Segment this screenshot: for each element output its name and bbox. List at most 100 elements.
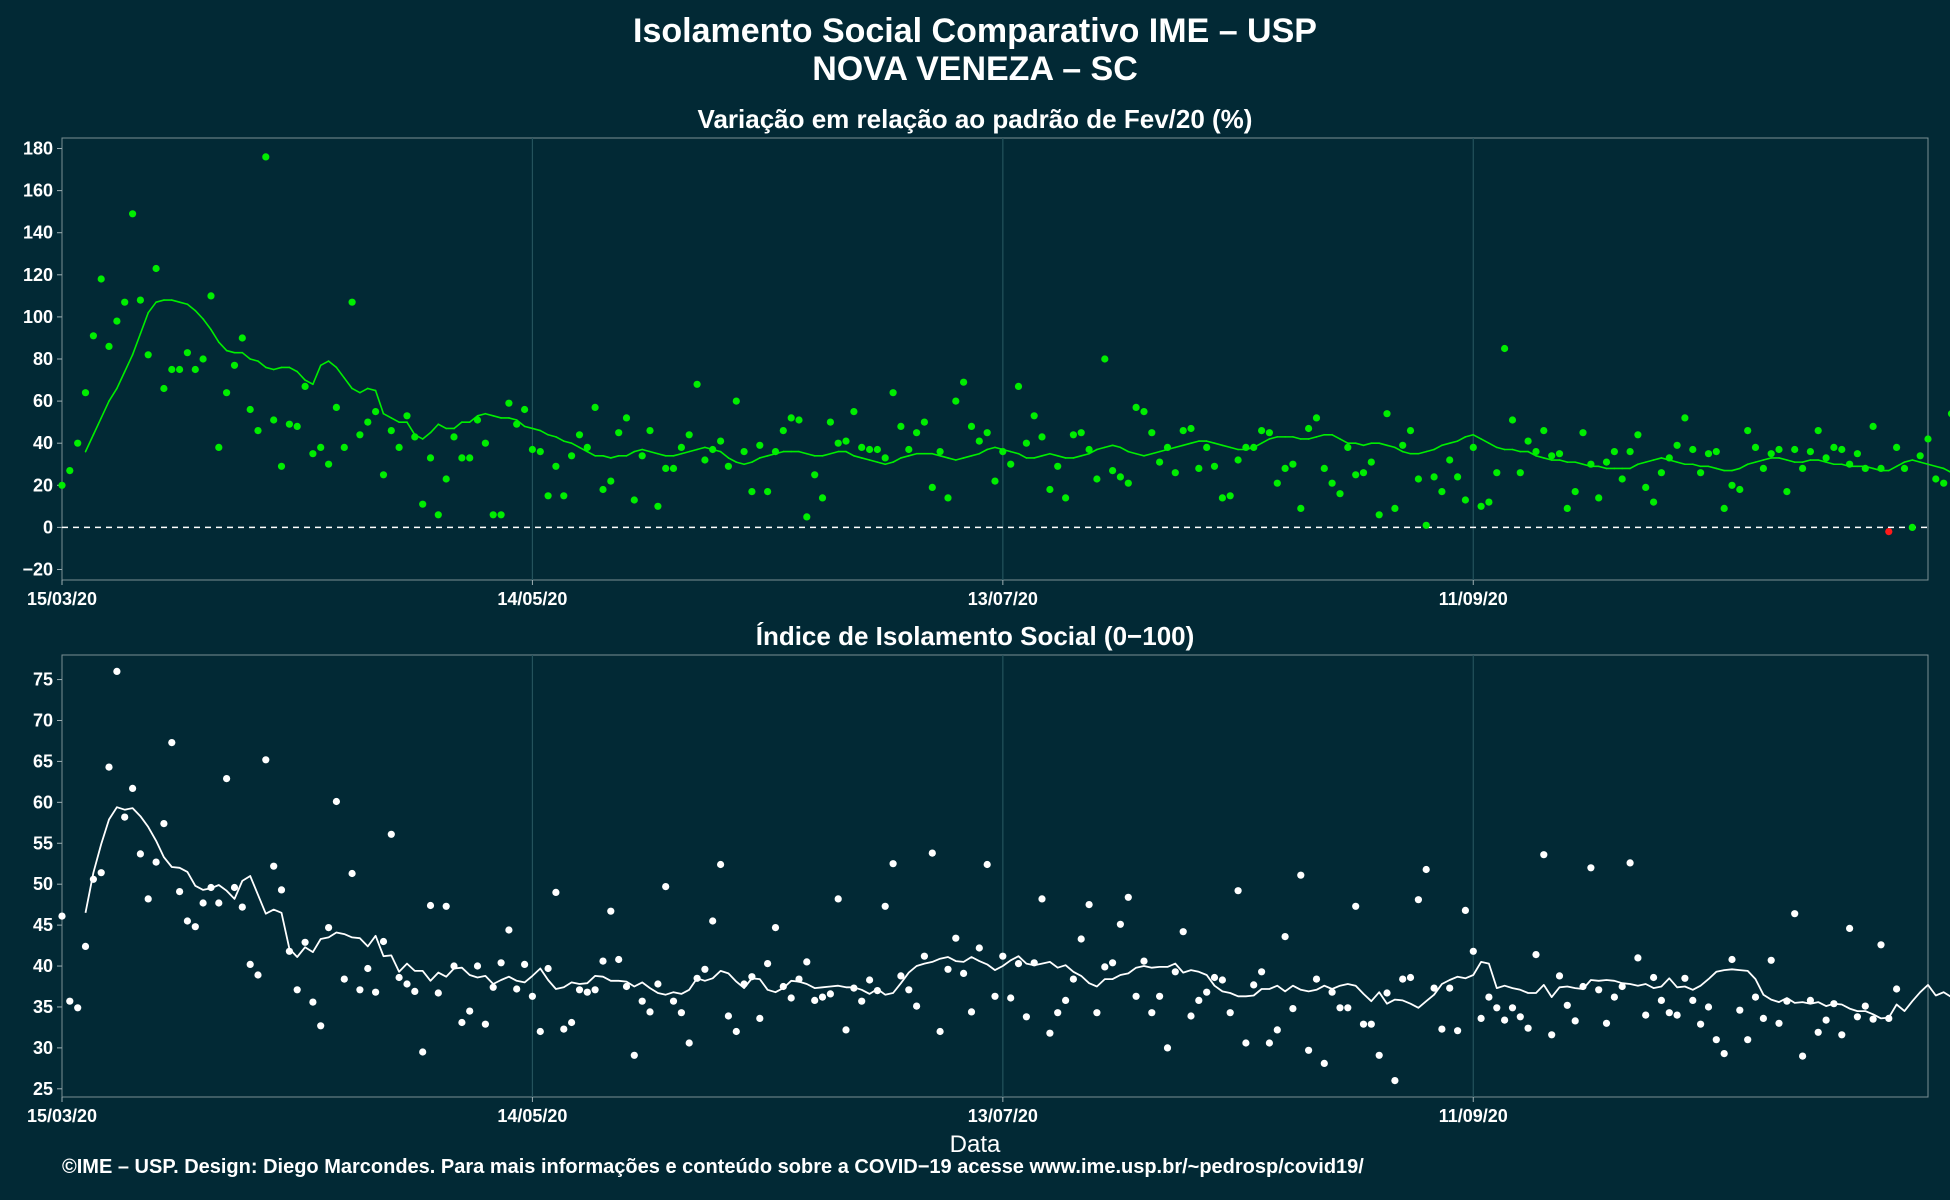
index-data-point — [1869, 1015, 1877, 1023]
index-data-point — [254, 971, 262, 979]
index-data-point — [1587, 864, 1595, 872]
index-data-point — [1799, 1052, 1807, 1060]
index-data-point — [669, 997, 678, 1005]
variation-moving-average-segment — [202, 318, 212, 331]
variation-data-point — [1900, 464, 1909, 472]
variation-moving-average-segment — [1488, 442, 1498, 449]
variation-moving-average-segment — [1056, 455, 1067, 459]
variation-data-point — [1375, 511, 1383, 519]
variation-x-tick-label: 14/05/20 — [497, 589, 567, 609]
variation-moving-average-segment — [641, 448, 651, 453]
variation-moving-average-segment — [155, 299, 165, 303]
index-data-point — [944, 965, 952, 973]
index-data-point — [1759, 1014, 1767, 1023]
variation-data-point — [238, 334, 246, 342]
index-data-point — [230, 883, 239, 892]
variation-data-point — [1265, 429, 1273, 437]
index-data-point — [505, 926, 513, 934]
index-y-tick-label: 65 — [33, 751, 53, 771]
variation-moving-average-segment — [547, 433, 557, 438]
index-data-point — [58, 912, 66, 920]
variation-data-point — [1893, 443, 1901, 451]
index-data-point — [144, 895, 152, 903]
index-data-point — [387, 830, 395, 838]
variation-x-tick-label: 13/07/20 — [968, 589, 1038, 609]
variation-data-point — [897, 422, 905, 430]
variation-data-point — [105, 342, 113, 350]
variation-data-point — [434, 511, 442, 519]
variation-moving-average-segment — [170, 299, 181, 303]
variation-data-point — [1563, 504, 1571, 512]
variation-data-point — [1210, 462, 1219, 470]
index-data-point — [693, 974, 701, 982]
variation-moving-average-segment — [1676, 461, 1686, 466]
variation-data-point — [1461, 496, 1469, 504]
variation-data-point — [340, 443, 348, 451]
variation-data-point — [1508, 416, 1517, 424]
variation-data-point — [709, 445, 717, 454]
index-data-point — [191, 923, 199, 931]
variation-data-point — [693, 380, 701, 388]
index-data-point — [1704, 1003, 1713, 1011]
variation-moving-average-segment — [288, 366, 299, 373]
index-data-point — [309, 998, 317, 1006]
index-data-point — [1344, 1004, 1352, 1012]
variation-moving-average-segment — [523, 425, 534, 430]
variation-data-point — [889, 389, 897, 397]
index-data-point — [1626, 859, 1634, 867]
index-data-point — [466, 1007, 474, 1015]
variation-data-point — [552, 462, 560, 470]
index-data-point — [717, 860, 725, 869]
variation-data-point — [1555, 450, 1564, 458]
variation-data-point — [1657, 469, 1665, 477]
variation-data-point — [873, 445, 882, 454]
variation-moving-average-segment — [962, 455, 973, 459]
index-data-point — [1179, 928, 1187, 936]
variation-moving-average-segment — [296, 370, 306, 381]
variation-data-point — [1932, 475, 1940, 483]
index-data-point — [764, 960, 772, 968]
index-data-point — [1258, 968, 1266, 976]
variation-data-point — [364, 418, 372, 426]
index-data-point — [1406, 973, 1415, 982]
index-data-point — [215, 899, 223, 907]
index-data-point — [1234, 887, 1242, 895]
variation-data-point — [1328, 479, 1336, 487]
index-data-point — [372, 988, 380, 996]
variation-data-point — [677, 443, 686, 451]
variation-data-point — [991, 477, 999, 485]
variation-data-point — [881, 454, 889, 462]
index-data-point — [881, 902, 889, 910]
variation-data-point — [1524, 437, 1532, 445]
variation-data-point — [81, 389, 90, 397]
variation-data-point — [152, 264, 160, 273]
variation-data-point — [669, 464, 678, 472]
index-data-point — [1038, 895, 1046, 903]
variation-data-point — [1226, 492, 1234, 500]
variation-moving-average-segment — [123, 353, 134, 373]
variation-data-point — [66, 467, 74, 475]
variation-data-point — [1634, 431, 1642, 439]
variation-moving-average-segment — [225, 349, 236, 354]
variation-moving-average-segment — [610, 455, 620, 459]
variation-data-point — [575, 431, 584, 439]
variation-moving-average-segment — [806, 452, 816, 457]
variation-data-point — [1297, 504, 1305, 512]
variation-data-point — [952, 397, 960, 405]
index-y-tick-label: 55 — [33, 833, 53, 853]
index-data-point — [654, 980, 662, 988]
variation-moving-average-segment — [633, 448, 643, 453]
variation-moving-average-segment — [1072, 455, 1083, 459]
variation-data-point — [1799, 464, 1807, 472]
variation-moving-average-segment — [743, 461, 753, 466]
variation-data-point — [379, 471, 388, 479]
index-data-point — [1352, 902, 1360, 910]
index-data-point — [646, 1008, 654, 1016]
variation-moving-average-segment — [1096, 446, 1106, 451]
variation-y-tick-label: 80 — [33, 349, 53, 369]
variation-data-point — [1430, 473, 1438, 481]
variation-moving-average-segment — [1731, 467, 1741, 472]
variation-moving-average-segment — [1652, 457, 1663, 461]
variation-data-point — [764, 488, 772, 496]
